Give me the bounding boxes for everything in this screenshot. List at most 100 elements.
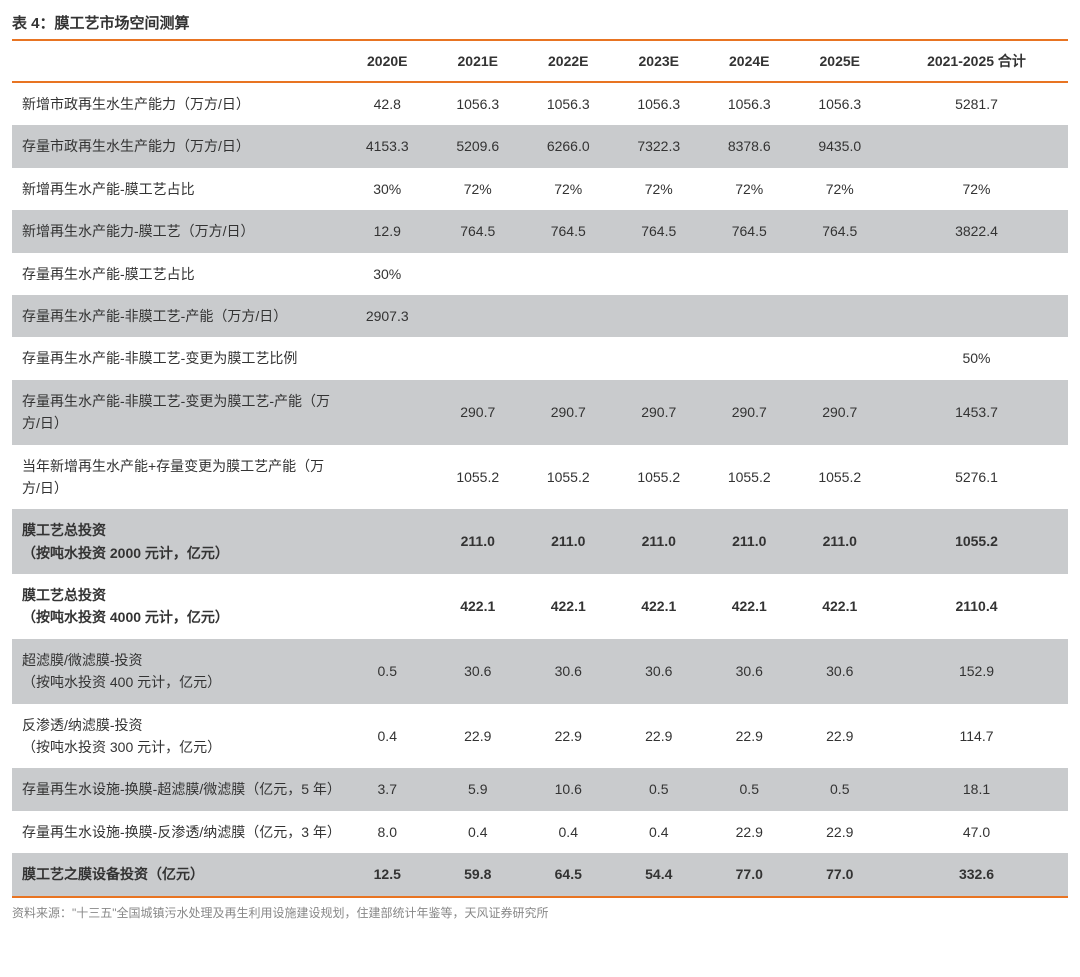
table-row: 超滤膜/微滤膜-投资（按吨水投资 400 元计，亿元）0.530.630.630… bbox=[12, 639, 1068, 704]
table-row: 存量市政再生水生产能力（万方/日）4153.35209.66266.07322.… bbox=[12, 125, 1068, 167]
cell-value: 1056.3 bbox=[614, 82, 705, 125]
cell-value: 764.5 bbox=[433, 210, 524, 252]
cell-value: 764.5 bbox=[704, 210, 795, 252]
cell-value: 1055.2 bbox=[614, 445, 705, 510]
cell-value bbox=[614, 295, 705, 337]
cell-value bbox=[433, 295, 524, 337]
cell-value: 0.5 bbox=[704, 768, 795, 810]
col-header-year: 2021E bbox=[433, 40, 524, 82]
row-label: 膜工艺总投资（按吨水投资 2000 元计，亿元） bbox=[12, 509, 342, 574]
cell-value: 9435.0 bbox=[795, 125, 886, 167]
cell-value: 5.9 bbox=[433, 768, 524, 810]
cell-value: 12.9 bbox=[342, 210, 433, 252]
table-row: 存量再生水产能-非膜工艺-变更为膜工艺比例50% bbox=[12, 337, 1068, 379]
cell-value: 22.9 bbox=[795, 704, 886, 769]
cell-value: 22.9 bbox=[795, 811, 886, 853]
col-header-year: 2023E bbox=[614, 40, 705, 82]
cell-value: 8.0 bbox=[342, 811, 433, 853]
cell-value: 290.7 bbox=[433, 380, 524, 445]
header-row: 2020E2021E2022E2023E2024E2025E2021-2025 … bbox=[12, 40, 1068, 82]
cell-value bbox=[342, 380, 433, 445]
data-table: 2020E2021E2022E2023E2024E2025E2021-2025 … bbox=[12, 39, 1068, 898]
cell-value bbox=[614, 253, 705, 295]
cell-value: 77.0 bbox=[704, 853, 795, 896]
row-label: 存量再生水产能-非膜工艺-变更为膜工艺-产能（万方/日） bbox=[12, 380, 342, 445]
row-label: 存量再生水产能-膜工艺占比 bbox=[12, 253, 342, 295]
cell-value: 5281.7 bbox=[885, 82, 1068, 125]
table-title: 表 4：膜工艺市场空间测算 bbox=[12, 12, 1068, 33]
cell-value: 422.1 bbox=[795, 574, 886, 639]
col-header-year: 2022E bbox=[523, 40, 614, 82]
cell-value: 6266.0 bbox=[523, 125, 614, 167]
cell-value: 211.0 bbox=[614, 509, 705, 574]
cell-value bbox=[523, 337, 614, 379]
row-label: 存量再生水设施-换膜-超滤膜/微滤膜（亿元，5 年） bbox=[12, 768, 342, 810]
cell-value: 0.5 bbox=[614, 768, 705, 810]
cell-value: 22.9 bbox=[704, 704, 795, 769]
cell-value: 30% bbox=[342, 253, 433, 295]
cell-value: 0.4 bbox=[614, 811, 705, 853]
cell-value: 42.8 bbox=[342, 82, 433, 125]
cell-value bbox=[795, 295, 886, 337]
cell-value bbox=[433, 253, 524, 295]
cell-value: 211.0 bbox=[433, 509, 524, 574]
cell-value: 30.6 bbox=[433, 639, 524, 704]
col-header-year: 2024E bbox=[704, 40, 795, 82]
cell-value: 422.1 bbox=[523, 574, 614, 639]
cell-value: 3.7 bbox=[342, 768, 433, 810]
row-label: 新增再生水产能-膜工艺占比 bbox=[12, 168, 342, 210]
cell-value: 22.9 bbox=[433, 704, 524, 769]
cell-value bbox=[342, 337, 433, 379]
row-label: 存量再生水产能-非膜工艺-变更为膜工艺比例 bbox=[12, 337, 342, 379]
table-row: 膜工艺之膜设备投资（亿元）12.559.864.554.477.077.0332… bbox=[12, 853, 1068, 896]
cell-value: 30.6 bbox=[704, 639, 795, 704]
cell-value: 72% bbox=[795, 168, 886, 210]
cell-value: 72% bbox=[704, 168, 795, 210]
cell-value bbox=[342, 574, 433, 639]
cell-value bbox=[523, 295, 614, 337]
cell-value: 764.5 bbox=[614, 210, 705, 252]
table-row: 反渗透/纳滤膜-投资（按吨水投资 300 元计，亿元）0.422.922.922… bbox=[12, 704, 1068, 769]
cell-value: 211.0 bbox=[704, 509, 795, 574]
cell-value: 422.1 bbox=[704, 574, 795, 639]
cell-value: 0.5 bbox=[795, 768, 886, 810]
cell-value: 422.1 bbox=[614, 574, 705, 639]
table-row: 存量再生水产能-非膜工艺-产能（万方/日）2907.3 bbox=[12, 295, 1068, 337]
table-row: 当年新增再生水产能+存量变更为膜工艺产能（万方/日）1055.21055.210… bbox=[12, 445, 1068, 510]
cell-value: 0.4 bbox=[342, 704, 433, 769]
cell-value: 764.5 bbox=[795, 210, 886, 252]
row-label: 存量市政再生水生产能力（万方/日） bbox=[12, 125, 342, 167]
table-row: 新增市政再生水生产能力（万方/日）42.81056.31056.31056.31… bbox=[12, 82, 1068, 125]
cell-value bbox=[885, 253, 1068, 295]
cell-value: 30% bbox=[342, 168, 433, 210]
cell-value: 0.4 bbox=[433, 811, 524, 853]
row-label: 存量再生水产能-非膜工艺-产能（万方/日） bbox=[12, 295, 342, 337]
cell-value bbox=[614, 337, 705, 379]
cell-value: 1056.3 bbox=[704, 82, 795, 125]
cell-value: 290.7 bbox=[523, 380, 614, 445]
cell-value bbox=[795, 253, 886, 295]
cell-value: 1056.3 bbox=[523, 82, 614, 125]
cell-value bbox=[523, 253, 614, 295]
col-header-label bbox=[12, 40, 342, 82]
cell-value: 114.7 bbox=[885, 704, 1068, 769]
cell-value: 3822.4 bbox=[885, 210, 1068, 252]
row-label: 超滤膜/微滤膜-投资（按吨水投资 400 元计，亿元） bbox=[12, 639, 342, 704]
cell-value: 5209.6 bbox=[433, 125, 524, 167]
table-row: 新增再生水产能-膜工艺占比30%72%72%72%72%72%72% bbox=[12, 168, 1068, 210]
cell-value: 4153.3 bbox=[342, 125, 433, 167]
cell-value: 47.0 bbox=[885, 811, 1068, 853]
cell-value: 332.6 bbox=[885, 853, 1068, 896]
table-row: 存量再生水产能-非膜工艺-变更为膜工艺-产能（万方/日）290.7290.729… bbox=[12, 380, 1068, 445]
cell-value: 2110.4 bbox=[885, 574, 1068, 639]
cell-value: 54.4 bbox=[614, 853, 705, 896]
cell-value: 1055.2 bbox=[433, 445, 524, 510]
cell-value: 22.9 bbox=[523, 704, 614, 769]
table-row: 膜工艺总投资（按吨水投资 2000 元计，亿元）211.0211.0211.02… bbox=[12, 509, 1068, 574]
table-row: 膜工艺总投资（按吨水投资 4000 元计，亿元）422.1422.1422.14… bbox=[12, 574, 1068, 639]
row-label: 膜工艺总投资（按吨水投资 4000 元计，亿元） bbox=[12, 574, 342, 639]
cell-value: 72% bbox=[433, 168, 524, 210]
cell-value: 764.5 bbox=[523, 210, 614, 252]
cell-value: 30.6 bbox=[523, 639, 614, 704]
table-row: 新增再生水产能力-膜工艺（万方/日）12.9764.5764.5764.5764… bbox=[12, 210, 1068, 252]
